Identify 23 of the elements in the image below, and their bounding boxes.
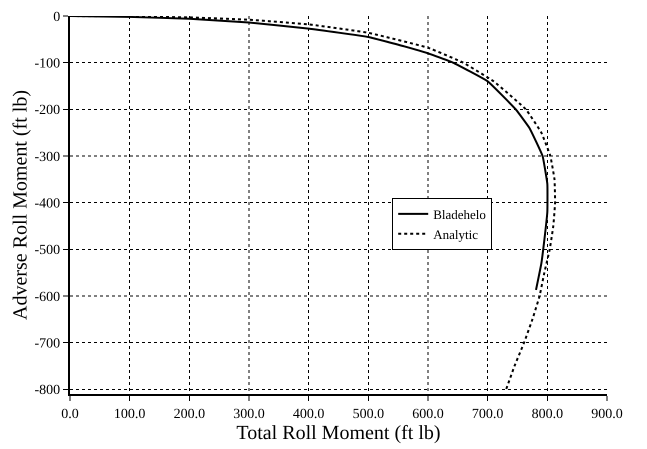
y-tick-label: -800 <box>34 383 60 398</box>
y-tick-label: -100 <box>34 56 60 72</box>
y-tick-label: -600 <box>34 290 60 305</box>
x-tick-label: 800.0 <box>532 406 564 422</box>
y-tick-label: -200 <box>34 103 60 118</box>
x-tick-label: 900.0 <box>591 406 623 422</box>
x-axis-title: Total Roll Moment (ft lb) <box>236 422 441 444</box>
legend-label: Bladehelo <box>433 206 486 222</box>
y-tick-label: 0 <box>53 10 60 25</box>
x-tick-label: 300.0 <box>233 406 265 422</box>
x-tick-label: 500.0 <box>352 406 384 422</box>
x-tick-label: 0.0 <box>61 406 79 422</box>
x-tick-label: 600.0 <box>412 406 444 422</box>
x-tick-label: 400.0 <box>292 406 324 422</box>
x-tick-label: 200.0 <box>174 406 206 422</box>
y-tick-label: -500 <box>34 243 60 258</box>
y-tick-label: -400 <box>34 196 60 212</box>
x-tick-label: 100.0 <box>114 406 146 422</box>
y-tick-label: -700 <box>34 336 60 352</box>
y-axis-title: Adverse Roll Moment (ft lb) <box>10 90 32 320</box>
legend-label: Analytic <box>433 226 478 242</box>
y-tick-label: -300 <box>34 150 60 165</box>
x-tick-label: 700.0 <box>472 406 504 422</box>
